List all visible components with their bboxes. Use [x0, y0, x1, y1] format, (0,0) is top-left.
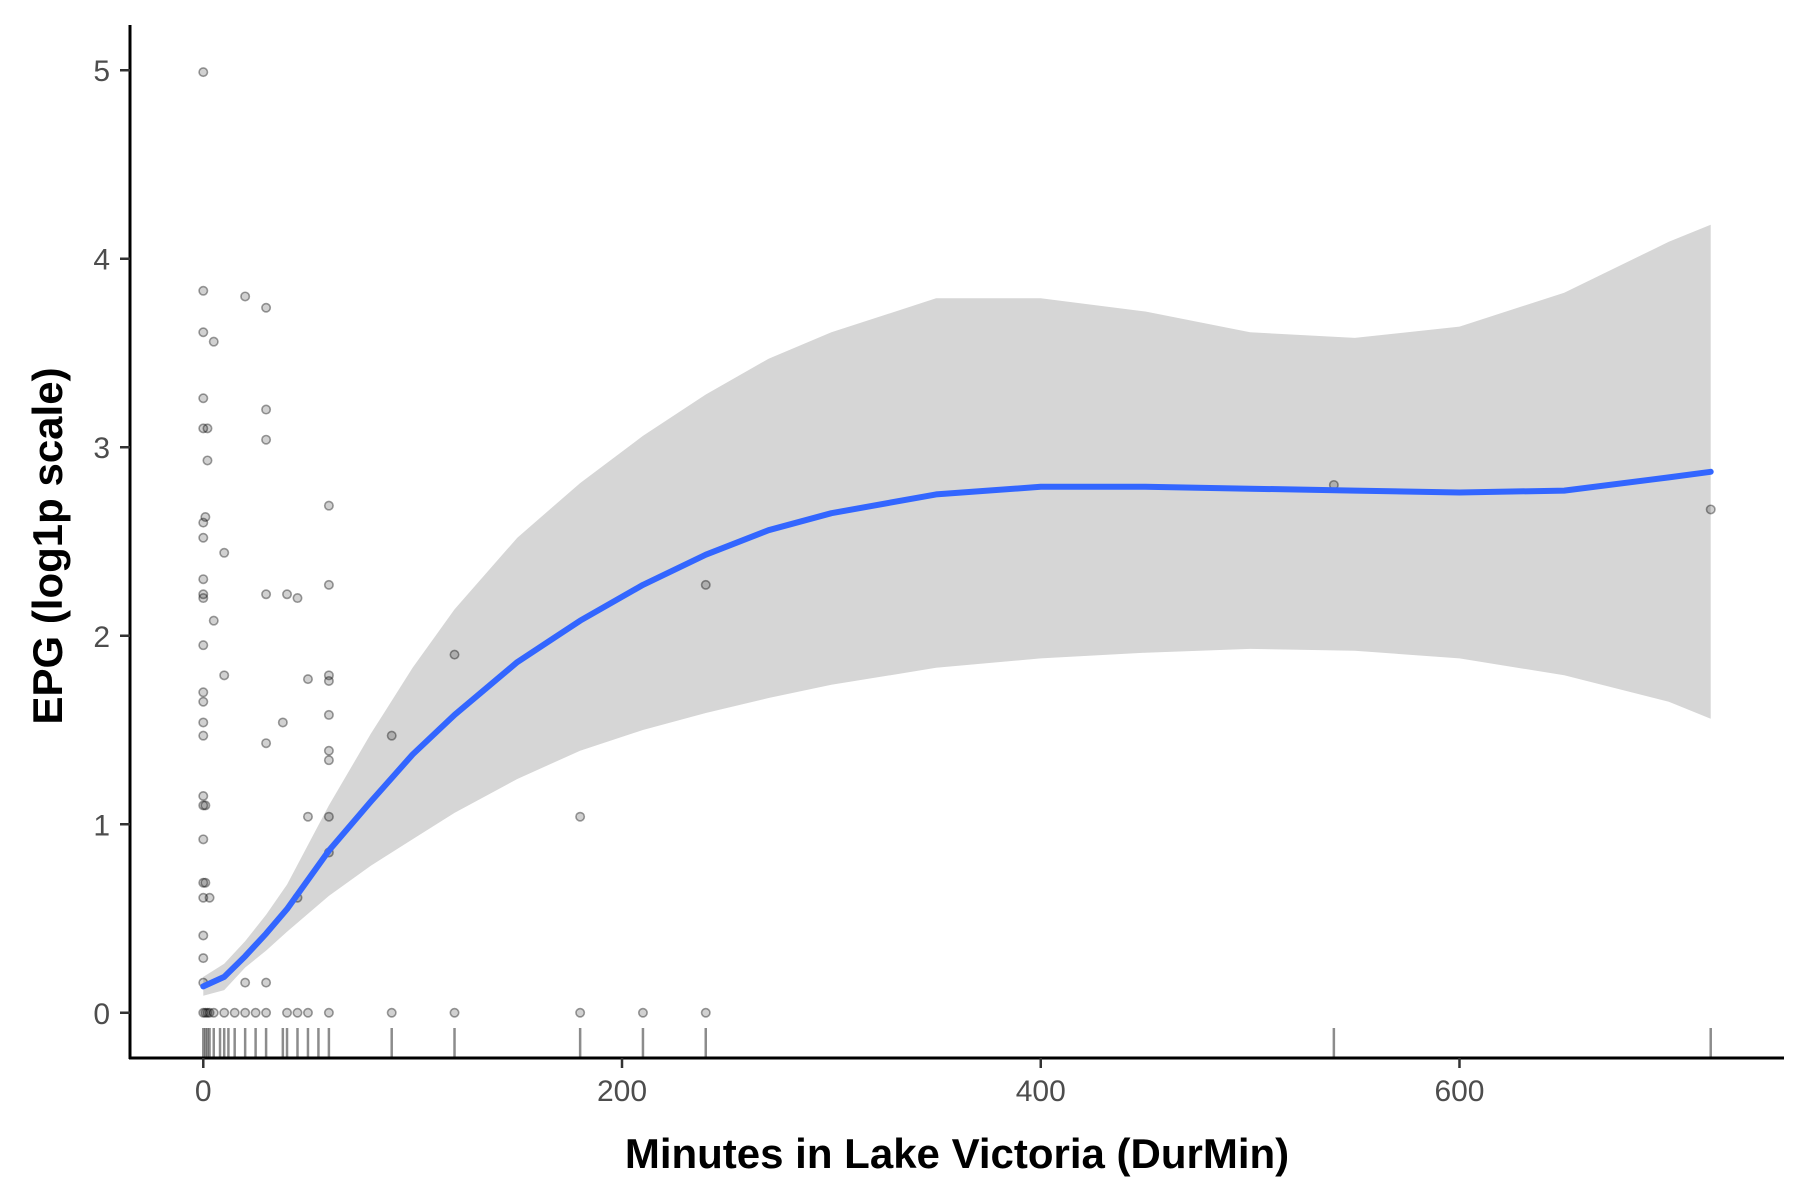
data-point-43 [250, 1007, 261, 1018]
y-tick-label-1: 1 [93, 809, 110, 842]
data-point-2 [198, 327, 209, 338]
data-point-42 [240, 1007, 251, 1018]
data-point-53 [282, 1007, 293, 1018]
data-point-28 [202, 423, 213, 434]
data-point-35 [208, 1007, 219, 1018]
data-point-38 [219, 1007, 230, 1018]
confidence-band-layer [203, 224, 1711, 996]
data-point-8 [198, 589, 209, 600]
rug-layer [202, 1028, 1712, 1058]
data-point-19 [198, 892, 209, 903]
data-point-74 [575, 811, 586, 822]
data-point-75 [575, 1007, 586, 1018]
data-point-39 [229, 1007, 240, 1018]
data-point-48 [261, 738, 272, 749]
data-point-78 [700, 1007, 711, 1018]
data-point-32 [204, 1007, 215, 1018]
data-point-0 [198, 67, 209, 78]
data-point-7 [198, 574, 209, 585]
y-tick-label-4: 4 [93, 244, 110, 277]
axes-layer [128, 25, 1784, 1060]
data-point-47 [261, 589, 272, 600]
data-point-70 [386, 730, 397, 741]
data-point-25 [200, 800, 211, 811]
data-point-44 [261, 302, 272, 313]
data-point-12 [198, 696, 209, 707]
data-point-61 [323, 579, 334, 590]
data-point-30 [202, 1007, 213, 1018]
y-axis-title: EPG (log1p scale) [24, 367, 71, 724]
data-point-66 [323, 755, 334, 766]
data-point-58 [302, 811, 313, 822]
data-point-52 [282, 589, 293, 600]
data-point-33 [208, 336, 219, 347]
data-point-16 [198, 800, 209, 811]
data-point-77 [700, 579, 711, 590]
x-axis-title: Minutes in Lake Victoria (DurMin) [625, 1130, 1289, 1177]
data-point-46 [261, 434, 272, 445]
data-point-9 [198, 593, 209, 604]
data-point-76 [637, 1007, 648, 1018]
data-point-71 [386, 1007, 397, 1018]
data-point-67 [323, 811, 334, 822]
y-tick-label-2: 2 [93, 621, 110, 654]
data-point-41 [240, 977, 251, 988]
data-point-14 [198, 730, 209, 741]
data-point-17 [198, 834, 209, 845]
data-point-29 [202, 455, 213, 466]
x-tick-label-600: 600 [1434, 1075, 1484, 1108]
confidence-band [203, 224, 1711, 996]
data-point-56 [292, 1007, 303, 1018]
data-point-11 [198, 687, 209, 698]
data-point-37 [219, 670, 230, 681]
data-point-80 [1705, 504, 1716, 515]
y-tick-label-3: 3 [93, 432, 110, 465]
data-point-4 [198, 423, 209, 434]
data-point-54 [292, 593, 303, 604]
data-point-20 [198, 930, 209, 941]
data-point-72 [449, 649, 460, 660]
data-point-1 [198, 285, 209, 296]
data-point-69 [323, 1007, 334, 1018]
x-tick-label-400: 400 [1016, 1075, 1066, 1108]
points-layer [198, 67, 1716, 1018]
data-point-62 [323, 670, 334, 681]
data-point-51 [277, 717, 288, 728]
data-point-63 [323, 675, 334, 686]
y-tick-label-5: 5 [93, 55, 110, 88]
data-point-10 [198, 640, 209, 651]
data-point-40 [240, 291, 251, 302]
ticks-layer: 0 200 400 600 0 1 2 3 4 5 [93, 55, 1484, 1108]
data-point-27 [200, 1007, 211, 1018]
data-point-15 [198, 790, 209, 801]
data-point-5 [198, 517, 209, 528]
data-point-64 [323, 709, 334, 720]
data-point-3 [198, 393, 209, 404]
data-point-34 [208, 615, 219, 626]
data-point-31 [204, 892, 215, 903]
smooth-line [200, 468, 1714, 990]
data-point-23 [198, 1007, 209, 1018]
data-point-50 [261, 1007, 272, 1018]
y-tick-label-0: 0 [93, 998, 110, 1031]
data-point-60 [323, 500, 334, 511]
data-point-21 [198, 953, 209, 964]
smooth-line-layer [200, 468, 1714, 990]
data-point-73 [449, 1007, 460, 1018]
data-point-26 [200, 877, 211, 888]
data-point-18 [198, 877, 209, 888]
data-point-13 [198, 717, 209, 728]
data-point-49 [261, 977, 272, 988]
data-point-59 [302, 1007, 313, 1018]
data-point-36 [219, 547, 230, 558]
data-point-24 [200, 511, 211, 522]
data-point-57 [302, 674, 313, 685]
data-point-6 [198, 532, 209, 543]
data-point-45 [261, 404, 272, 415]
x-tick-label-200: 200 [597, 1075, 647, 1108]
data-point-65 [323, 745, 334, 756]
x-tick-label-0: 0 [195, 1075, 212, 1108]
